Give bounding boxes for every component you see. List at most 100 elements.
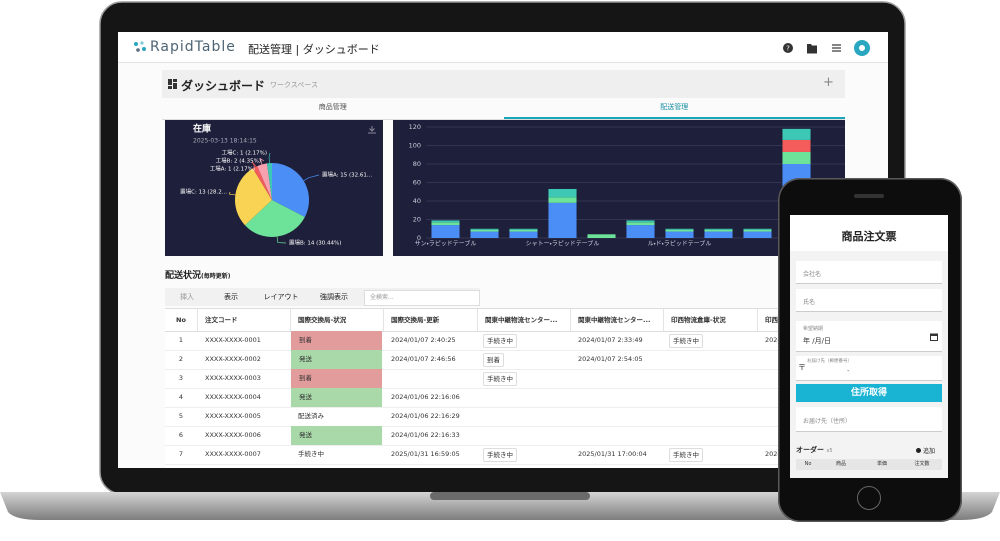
- postal-placeholder: -: [847, 367, 850, 375]
- slice-label: 工場B: 2 (4.35%): [216, 157, 261, 165]
- screen: RapidTable 配送管理 | ダッシュボード ? ダッシュボード ワークス…: [118, 32, 888, 468]
- table-cell: XXXX-XXXX-0003: [205, 374, 261, 382]
- svg-text:?: ?: [786, 45, 790, 53]
- bar-segment: [704, 231, 733, 238]
- chart-subtitle: 2025-03-13 18:14:15: [193, 138, 257, 145]
- leader-line: [259, 157, 265, 165]
- status-cell: 到着: [291, 369, 382, 388]
- bar-panel: 0 20 40 60 80 100 120 サン・ラピッドテーブル シャトー・ラピッドテーブル ル…: [393, 120, 845, 256]
- bar-segment: [431, 225, 460, 238]
- table-cell: XXXX-XXXX-0002: [205, 355, 261, 363]
- bar-segment: [626, 222, 655, 226]
- y-tick-label: 120: [409, 123, 421, 131]
- input-label: お届け先（住所）: [803, 418, 852, 425]
- column-header[interactable]: 関東中継物流センター...: [477, 309, 571, 332]
- postal-mark: 〒: [798, 363, 806, 372]
- postal-input[interactable]: [796, 356, 942, 381]
- slice-label: 置場B: 14 (30.44%): [289, 239, 341, 247]
- column-header[interactable]: 国際交換局-状況: [290, 309, 384, 332]
- input-label: 会社名: [803, 271, 822, 278]
- row-line: [165, 369, 888, 370]
- status-cell: 発送: [291, 350, 382, 369]
- logo-icon: [134, 41, 146, 52]
- table-cell: XXXX-XXXX-0005: [205, 412, 261, 420]
- input[interactable]: [796, 289, 942, 312]
- status-cell: 到着: [291, 331, 382, 350]
- section-title-text: 配送状況: [165, 271, 202, 281]
- column-header[interactable]: 印西物流倉庫-状況: [663, 309, 758, 332]
- add-button[interactable]: +: [823, 75, 834, 90]
- table-cell: 6: [178, 431, 184, 439]
- y-tick-label: 100: [409, 142, 421, 150]
- bar-segment: [431, 222, 460, 226]
- table-cell: 2024/01/07 2:40:25: [391, 336, 456, 344]
- order-column: 単価: [876, 461, 887, 467]
- pie-slice: [266, 163, 272, 200]
- order-column: No: [804, 461, 812, 467]
- bar-segment: [431, 220, 460, 223]
- table-cell: 2024/01/07 2:54:05: [578, 355, 643, 363]
- order-table-header: No 商品 単価 注文数: [796, 459, 942, 470]
- toolbar-button[interactable]: 表示: [224, 293, 238, 301]
- calendar-icon: [930, 333, 938, 341]
- order-add[interactable]: 追加: [916, 446, 935, 455]
- pie-slice: [272, 163, 309, 218]
- y-tick-label: 40: [413, 197, 421, 205]
- home-button[interactable]: [857, 486, 881, 510]
- x-tick-label: サン・ラピッドテーブル: [415, 240, 477, 248]
- toolbar-button[interactable]: レイアウト: [263, 293, 299, 301]
- column-header[interactable]: 関東中継物流センター...: [570, 309, 664, 332]
- table: No 注文コード 国際交換局-状況 国際交換局-更新 関東中継物流センター... 関東中継…: [165, 308, 888, 468]
- table-cell: 2025/01/31 17:00:04: [578, 450, 647, 458]
- order-title: オーダー x5: [796, 445, 833, 455]
- leader-line: [251, 161, 259, 170]
- table-cell: 到着: [483, 353, 504, 367]
- table-cell: 手続き中: [483, 334, 517, 348]
- table-cell: XXXX-XXXX-0004: [205, 393, 261, 401]
- address-button[interactable]: 住所取得: [796, 384, 942, 402]
- column-header[interactable]: No: [165, 309, 198, 332]
- table-cell: 手続き中: [483, 372, 517, 386]
- table-cell: 4: [178, 393, 184, 401]
- y-tick-label: 0: [417, 234, 421, 242]
- status-cell: 配送済み: [298, 412, 324, 420]
- bar-segment: [470, 229, 499, 232]
- input-label: 氏名: [803, 299, 816, 306]
- order-count: x5: [826, 448, 833, 454]
- slice-label: 工場A: 1 (2.17%): [210, 165, 255, 173]
- column-header[interactable]: 注文コード: [197, 309, 291, 332]
- pie-chart: 在庫 2025-03-13 18:14:15 置場A: 15 (32.61... 置場…: [180, 123, 376, 247]
- leader-line: [268, 152, 271, 164]
- toolbar-button[interactable]: 挿入: [180, 293, 194, 301]
- table-cell: 2024/01/07 2:46:56: [391, 355, 456, 363]
- table-cell: 3: [178, 374, 184, 382]
- column-header[interactable]: 国際交換局-更新: [383, 309, 478, 332]
- date-input[interactable]: [796, 321, 942, 352]
- tabs: 商品管理 配送管理: [162, 100, 845, 120]
- workspace: ワークスペース: [270, 81, 318, 89]
- search-box[interactable]: 全検索...: [364, 290, 480, 306]
- x-tick-label: ル・ド・ラピッドテーブル: [648, 240, 712, 248]
- bar-segment: [548, 197, 577, 203]
- input[interactable]: [796, 261, 942, 284]
- bar-segment: [743, 231, 772, 238]
- bar-segment: [704, 228, 733, 230]
- bar-segment: [626, 225, 655, 238]
- pie-slice: [252, 166, 272, 200]
- bar-segment: [548, 188, 577, 198]
- bar-segment: [548, 202, 577, 238]
- tab[interactable]: 商品管理: [318, 103, 347, 111]
- bar-segment: [704, 229, 733, 232]
- dashboard-icon: [168, 79, 177, 89]
- toolbar-button[interactable]: 強調表示: [320, 293, 348, 301]
- slice-label: 置場A: 15 (32.61...: [322, 171, 372, 179]
- chart-title: 在庫: [193, 123, 211, 135]
- pie-slice: [235, 168, 272, 226]
- pie-panel: 在庫 2025-03-13 18:14:15 置場A: 15 (32.61... 置場…: [165, 120, 383, 256]
- logo: RapidTable: [150, 39, 236, 55]
- order-add-text: 追加: [923, 448, 936, 455]
- y-tick-label: 80: [413, 160, 421, 168]
- input[interactable]: [796, 407, 942, 432]
- order-column: 商品: [835, 461, 846, 467]
- tab[interactable]: 配送管理: [503, 100, 845, 119]
